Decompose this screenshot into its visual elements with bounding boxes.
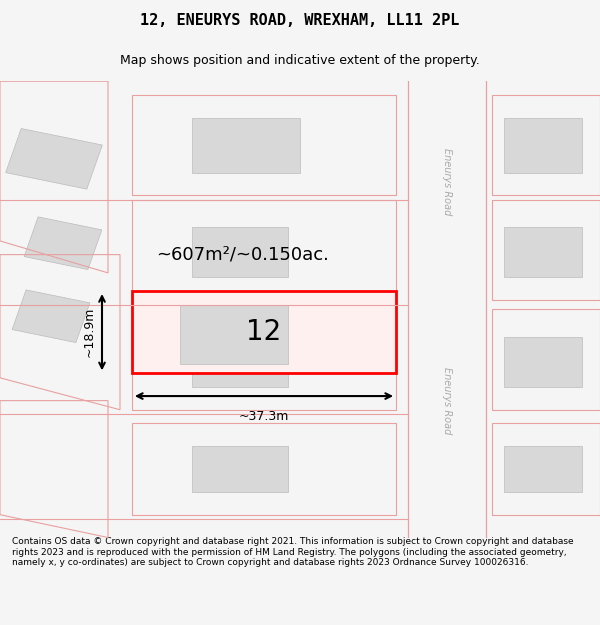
Bar xyxy=(192,118,300,172)
Polygon shape xyxy=(12,290,90,342)
Bar xyxy=(504,337,582,387)
Text: ~37.3m: ~37.3m xyxy=(239,410,289,422)
Bar xyxy=(132,291,396,373)
Bar xyxy=(492,200,600,300)
Bar xyxy=(492,424,600,515)
Bar xyxy=(132,424,396,515)
Bar xyxy=(192,446,288,492)
Bar xyxy=(504,446,582,492)
Text: 12, ENEURYS ROAD, WREXHAM, LL11 2PL: 12, ENEURYS ROAD, WREXHAM, LL11 2PL xyxy=(140,12,460,28)
Text: ~607m²/~0.150ac.: ~607m²/~0.150ac. xyxy=(156,246,329,264)
Bar xyxy=(132,309,396,410)
Text: 12: 12 xyxy=(247,318,281,346)
Bar xyxy=(192,228,288,278)
Bar xyxy=(504,228,582,278)
Text: ~18.9m: ~18.9m xyxy=(83,307,96,358)
Bar xyxy=(180,305,288,364)
Bar xyxy=(192,337,288,387)
Polygon shape xyxy=(24,217,102,269)
Bar xyxy=(132,200,396,300)
Bar xyxy=(492,95,600,195)
Text: Contains OS data © Crown copyright and database right 2021. This information is : Contains OS data © Crown copyright and d… xyxy=(12,538,574,568)
Bar xyxy=(504,118,582,172)
Text: Eneurys Road: Eneurys Road xyxy=(442,367,452,434)
Polygon shape xyxy=(5,129,103,189)
Text: Map shows position and indicative extent of the property.: Map shows position and indicative extent… xyxy=(120,54,480,68)
Bar xyxy=(132,95,396,195)
Bar xyxy=(492,309,600,410)
Text: Eneurys Road: Eneurys Road xyxy=(442,148,452,215)
